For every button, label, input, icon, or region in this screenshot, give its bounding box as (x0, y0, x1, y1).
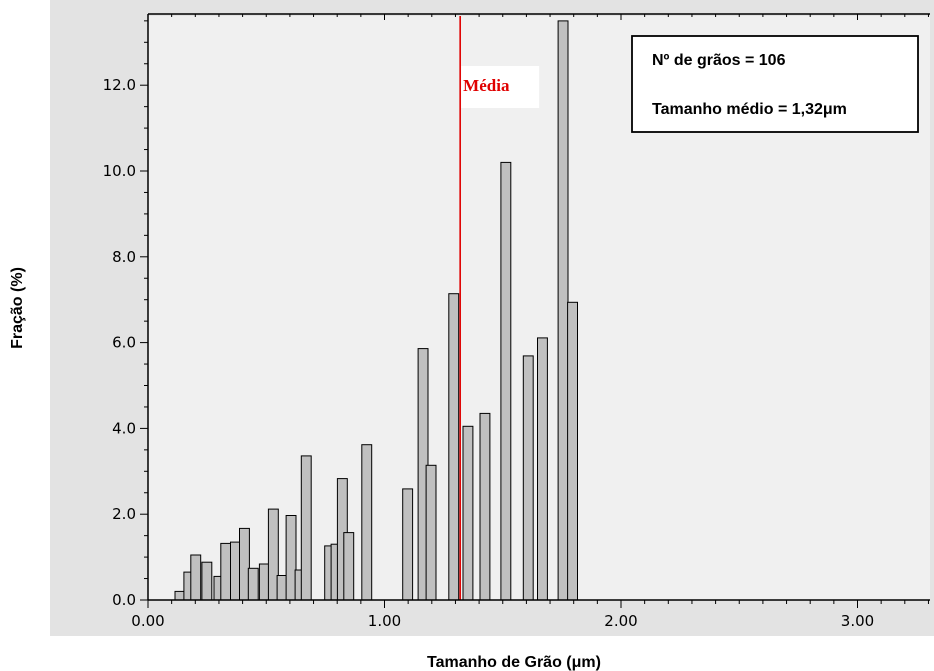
histogram-bar (190, 554, 202, 601)
y-tick-label: 6.0 (112, 334, 136, 352)
y-tick-label: 0.0 (112, 591, 136, 609)
mean-label: Média (463, 76, 510, 95)
histogram-bar (425, 464, 437, 601)
y-tick-label: 10.0 (103, 162, 136, 180)
histogram-bar (300, 455, 312, 601)
histogram-bar (343, 532, 355, 601)
x-tick-label: 3.00 (841, 612, 874, 630)
histogram-bar (247, 567, 259, 601)
mean-size-text: Tamanho médio = 1,32μm (652, 101, 847, 118)
histogram-bar (402, 488, 414, 601)
histogram-bar (537, 337, 548, 601)
histogram-bar (479, 412, 491, 601)
histogram-bar (448, 293, 460, 601)
y-tick-label: 4.0 (112, 419, 136, 437)
info-box (631, 35, 919, 133)
histogram-bar (201, 561, 213, 601)
histogram-bar (276, 575, 288, 601)
axes-group: 0.0 2.0 4.0 6.0 8.0 10.0 12.0 0.00 1.00 2.00 3.00 (103, 13, 930, 630)
y-tick-label: 12.0 (103, 76, 136, 94)
x-tick-label: 0.00 (131, 612, 164, 630)
histogram-bar (500, 161, 512, 601)
histogram-bar (557, 20, 569, 601)
histogram-bar (220, 542, 232, 601)
histogram-bar (230, 541, 241, 601)
y-tick-label: 2.0 (112, 505, 136, 523)
y-axis-title: Fração (%) (9, 267, 26, 349)
mean-label-background (461, 66, 540, 108)
histogram-bar (258, 563, 270, 601)
histogram-bar (567, 301, 578, 601)
x-tick-label: 2.00 (604, 612, 637, 630)
bars-group (174, 20, 578, 601)
histogram-bar (462, 425, 474, 601)
histogram-bar (522, 355, 534, 601)
x-tick-label: 1.00 (368, 612, 401, 630)
y-tick-label: 8.0 (112, 248, 136, 266)
grain-count-text: Nº de grãos = 106 (652, 52, 786, 69)
histogram-bar (361, 444, 373, 601)
x-axis-title: Tamanho de Grão (μm) (427, 654, 601, 671)
histogram-bar (285, 515, 297, 601)
